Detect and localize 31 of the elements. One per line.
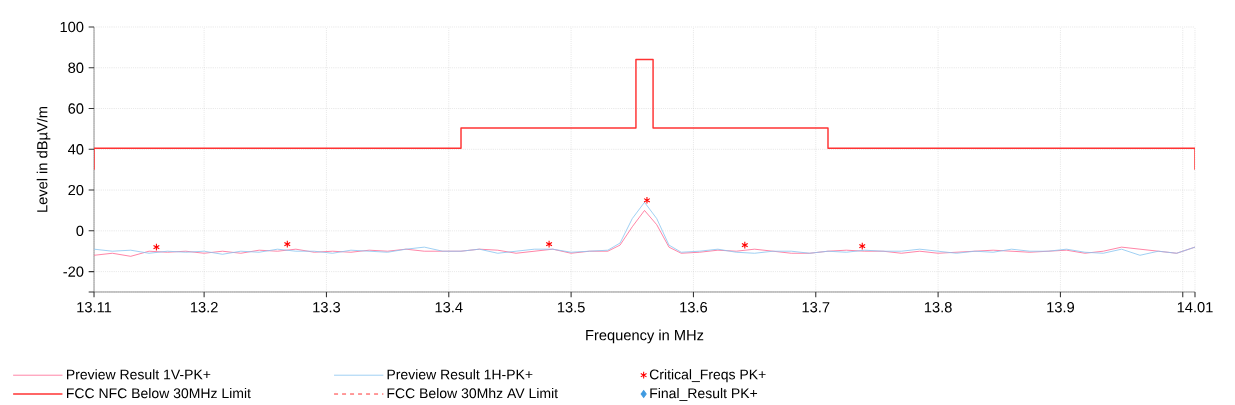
y-tick-label: 60 [68,103,84,114]
y-tick-label: 100 [60,21,84,32]
x-tick-label: 13.3 [313,301,341,313]
point [152,243,160,251]
y-tick-label: 20 [68,184,84,196]
point [545,240,553,248]
point [858,242,866,250]
x-tick-label: 13.8 [924,301,952,313]
x-tick-label: 14.01 [1177,301,1213,313]
point [283,240,291,248]
y-tick-label: -20 [63,266,84,277]
y-tick-label: 0 [76,225,84,236]
legend-label: FCC Below 30Mhz AV Limit [387,387,558,399]
y-tick-label: 80 [68,62,84,73]
point [643,196,651,204]
legend-label: Preview Result 1V-PK+ [67,368,211,380]
x-tick-label: 13.4 [435,301,463,313]
y-tick-label: 40 [67,143,84,155]
x-tick-label: 13.11 [77,301,112,313]
legend-label: Final_Result PK+ [650,387,758,401]
point [741,241,749,249]
legend-label: Preview Result 1H-PK+ [387,368,533,380]
x-tick-label: 13.5 [557,301,585,313]
legend-label: Critical_Freqs PK+ [649,368,766,382]
x-tick-label: 13.9 [1047,301,1075,313]
x-tick-label: 13.7 [802,301,830,313]
x-tick-label: 13.2 [190,301,218,313]
x-axis-title: Frequency in MHz [586,329,704,344]
legend-label: FCC NFC Below 30MHz Limit [67,387,251,399]
x-tick-label: 13.6 [680,301,708,313]
y-axis-title: Level in dBµV/m [36,106,51,212]
